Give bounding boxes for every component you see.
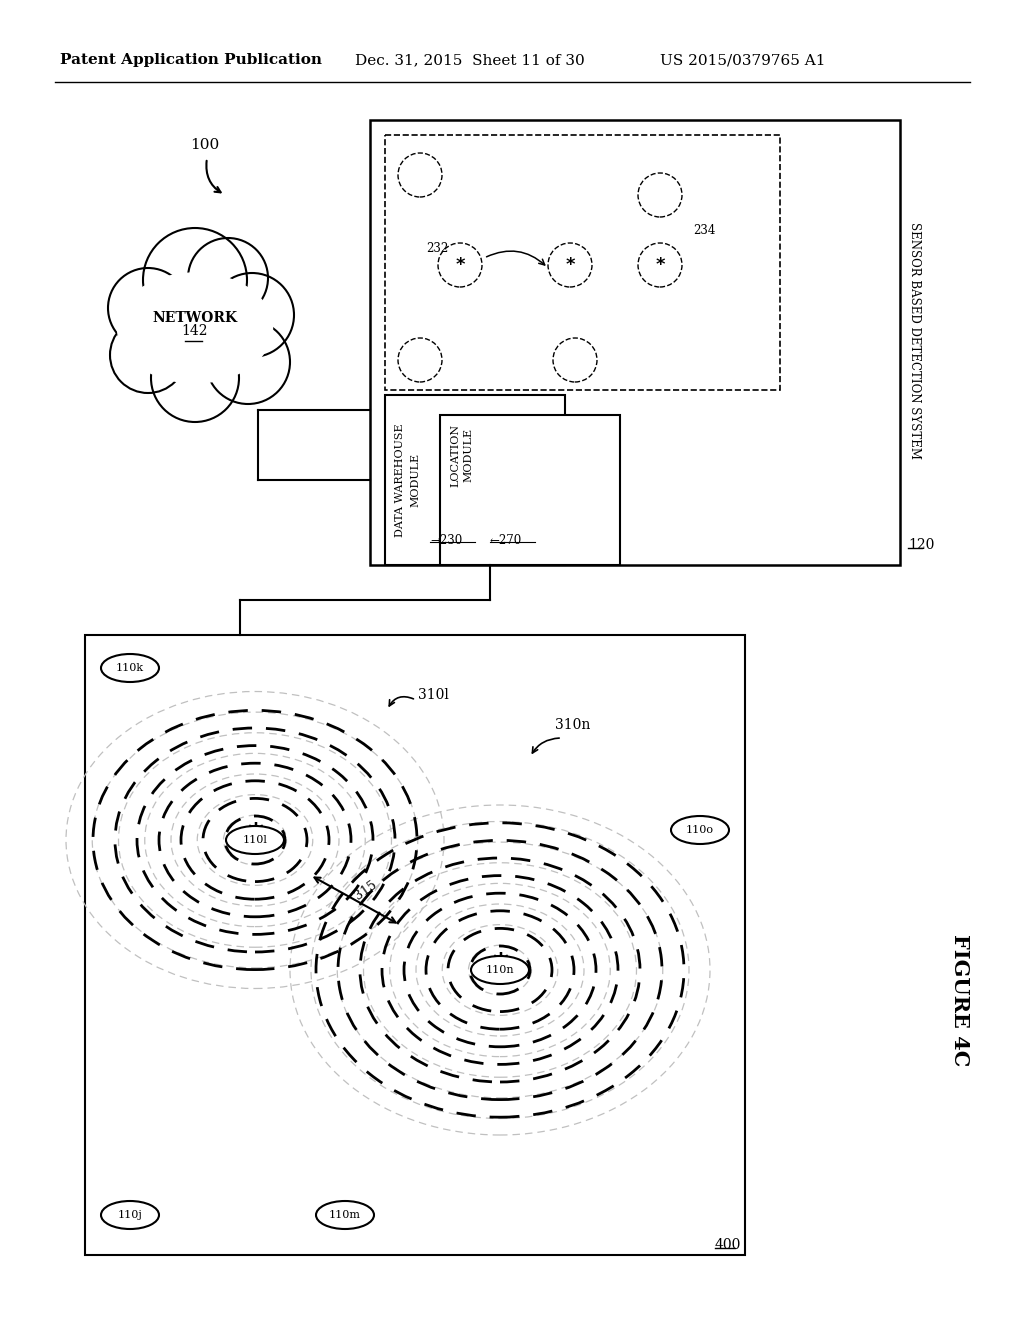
Text: 232: 232 [426, 242, 449, 255]
Text: 100: 100 [190, 139, 219, 152]
Ellipse shape [118, 273, 272, 383]
Text: 310l: 310l [418, 688, 449, 702]
Circle shape [188, 238, 268, 318]
Text: Dec. 31, 2015  Sheet 11 of 30: Dec. 31, 2015 Sheet 11 of 30 [355, 53, 585, 67]
Text: 110k: 110k [116, 663, 144, 673]
Ellipse shape [101, 653, 159, 682]
Ellipse shape [101, 1201, 159, 1229]
Text: MODULE: MODULE [463, 428, 473, 482]
Text: 110j: 110j [118, 1210, 142, 1220]
Text: MODULE: MODULE [410, 453, 420, 507]
Text: *: * [492, 950, 508, 979]
Circle shape [151, 334, 239, 422]
Text: 234: 234 [693, 223, 716, 236]
Circle shape [210, 273, 294, 356]
Text: 400: 400 [715, 1238, 741, 1251]
Polygon shape [385, 395, 565, 565]
Text: Patent Application Publication: Patent Application Publication [60, 53, 322, 67]
Ellipse shape [671, 816, 729, 843]
Text: ←270: ←270 [490, 533, 522, 546]
Text: *: * [655, 256, 665, 275]
Text: US 2015/0379765 A1: US 2015/0379765 A1 [660, 53, 825, 67]
Ellipse shape [471, 956, 529, 983]
Circle shape [110, 317, 186, 393]
Ellipse shape [226, 826, 284, 854]
Text: 110l: 110l [243, 836, 267, 845]
Text: SENSOR BASED DETECTION SYSTEM: SENSOR BASED DETECTION SYSTEM [908, 222, 921, 458]
Text: 110n: 110n [485, 965, 514, 975]
Circle shape [108, 268, 188, 348]
Circle shape [206, 319, 290, 404]
Polygon shape [440, 414, 620, 565]
Text: 110m: 110m [329, 1210, 361, 1220]
Text: NETWORK: NETWORK [153, 312, 238, 325]
Text: LOCATION: LOCATION [450, 424, 460, 487]
Ellipse shape [316, 1201, 374, 1229]
Text: DATA WAREHOUSE: DATA WAREHOUSE [395, 424, 406, 537]
Text: *: * [247, 821, 263, 850]
Text: 310n: 310n [555, 718, 591, 733]
Text: 315: 315 [352, 878, 379, 902]
Text: *: * [456, 256, 465, 275]
Circle shape [143, 228, 247, 333]
Text: 110o: 110o [686, 825, 714, 836]
Text: *: * [565, 256, 574, 275]
Text: 142: 142 [181, 323, 208, 338]
Text: FIGURE 4C: FIGURE 4C [950, 933, 970, 1067]
Text: 120: 120 [908, 539, 934, 552]
Text: →230: →230 [430, 533, 462, 546]
